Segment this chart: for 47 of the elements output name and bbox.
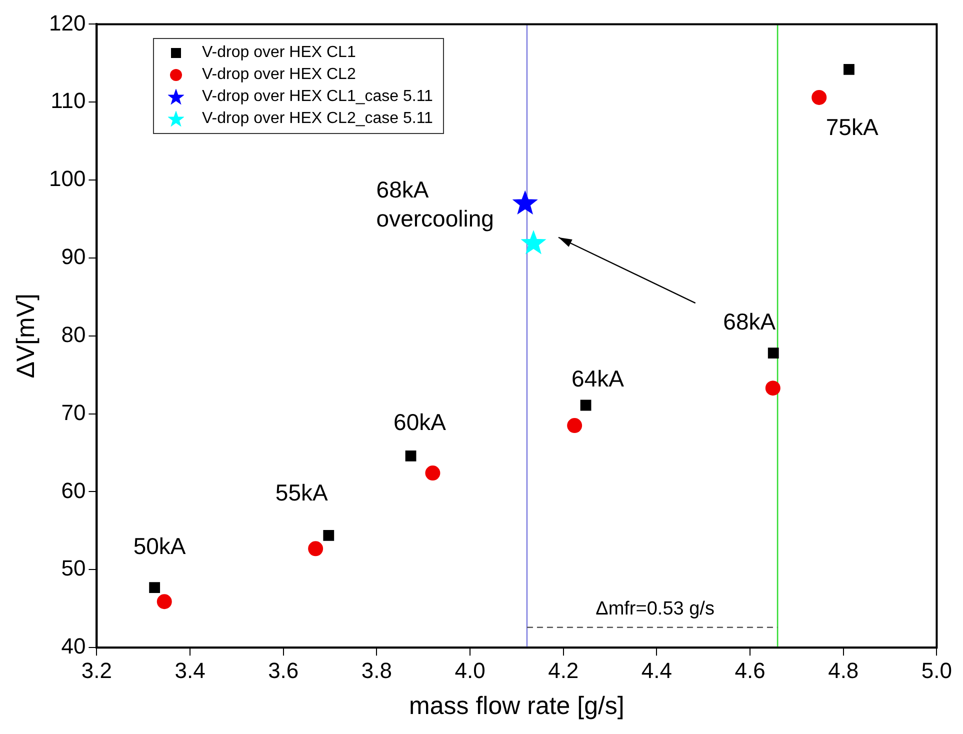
legend-label: V-drop over HEX CL1_case 5.11	[202, 87, 433, 107]
x-tick-label: 3.2	[81, 658, 112, 683]
y-tick-label: 70	[61, 400, 86, 425]
point	[513, 191, 538, 214]
y-tick-label: 60	[61, 478, 86, 503]
y-tick-label: 80	[61, 322, 86, 347]
point	[522, 230, 546, 254]
legend-label: V-drop over HEX CL1	[202, 43, 356, 63]
point	[580, 400, 592, 411]
point	[765, 380, 780, 396]
annotation: 75kA	[826, 114, 879, 140]
point	[323, 530, 334, 541]
point	[405, 450, 416, 462]
annotation: 64kA	[572, 366, 625, 392]
x-tick-label: 4.0	[454, 658, 486, 683]
point	[308, 541, 324, 556]
legend-label: V-drop over HEX CL2	[202, 65, 356, 85]
y-axis-title: ΔV[mV]	[12, 294, 40, 378]
annotation: 50kA	[133, 532, 186, 559]
annotation: 60kA	[394, 409, 447, 436]
annotation: 55kA	[275, 480, 329, 506]
point	[149, 582, 160, 594]
x-tick-label: 5.0	[921, 658, 952, 683]
point	[567, 418, 582, 434]
legend-label: V-drop over HEX CL2_case 5.11	[202, 109, 433, 129]
annotation: 68kA	[723, 308, 776, 334]
point	[844, 64, 854, 75]
y-tick-label: 100	[48, 166, 86, 192]
annotation: 68kA overcooling	[376, 176, 494, 232]
x-tick-label: 3.6	[268, 658, 299, 683]
x-tick-label: 4.4	[641, 658, 672, 683]
x-tick-label: 3.8	[361, 658, 392, 683]
x-tick-label: 4.2	[548, 658, 579, 683]
x-tick-label: 4.8	[828, 658, 859, 683]
x-tick-label: 3.4	[174, 658, 206, 683]
x-axis-title: mass flow rate [g/s]	[409, 692, 624, 720]
point	[768, 348, 779, 358]
annotation: Δmfr=0.53 g/s	[596, 598, 714, 620]
y-tick-label: 90	[61, 244, 86, 270]
point	[425, 466, 440, 481]
y-tick-label: 50	[61, 556, 86, 581]
y-tick-label: 110	[50, 88, 86, 114]
point	[812, 90, 827, 105]
y-tick-label: 120	[48, 10, 86, 36]
point	[156, 594, 172, 610]
y-tick-label: 40	[61, 634, 86, 659]
x-tick-label: 4.6	[734, 658, 766, 683]
